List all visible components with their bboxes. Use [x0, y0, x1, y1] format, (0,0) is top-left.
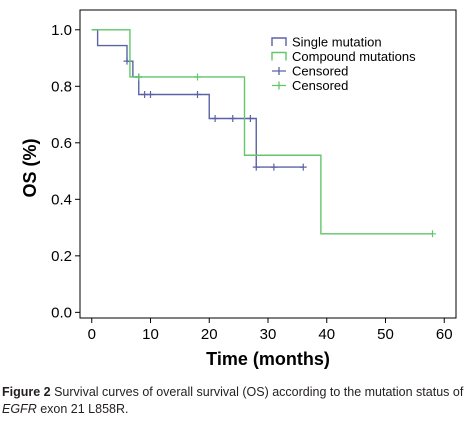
legend-label: Compound mutations: [292, 49, 416, 64]
y-tick-label: 0.4: [51, 191, 72, 208]
censored-mark: [229, 115, 237, 123]
legend-label: Censored: [292, 78, 348, 93]
y-tick-label: 0.8: [51, 78, 72, 95]
x-tick-label: 40: [318, 326, 335, 343]
y-tick-label: 0.2: [51, 248, 72, 265]
x-tick-label: 60: [436, 326, 453, 343]
survival-chart: 0.0 0.2 0.4 0.6 0.8 1.0 0 10 20 30 40 50 60 Single …: [20, 9, 457, 369]
legend-step-symbol: [271, 37, 287, 46]
legend-label: Censored: [292, 64, 348, 79]
legend-step-symbol: [271, 51, 287, 61]
series-compound-mutations: [91, 29, 436, 238]
censored-mark: [194, 90, 201, 98]
censored-mark: [270, 163, 278, 171]
survival-step-line: [91, 29, 433, 235]
y-tick-label: 1.0: [51, 22, 72, 39]
legend-item: Compound mutations: [271, 49, 416, 64]
figure-label: Figure 2: [2, 385, 51, 399]
censored-mark: [194, 73, 201, 81]
gene-name: EGFR: [2, 402, 37, 416]
y-axis: 0.0 0.2 0.4 0.6 0.8 1.0: [51, 22, 80, 321]
x-axis: 0 10 20 30 40 50 60: [88, 318, 453, 343]
censored-mark: [299, 163, 307, 171]
x-tick-label: 0: [88, 326, 96, 343]
legend-item: Censored: [272, 78, 348, 93]
series-layer: [91, 29, 436, 238]
caption-text-after: exon 21 L858R.: [36, 402, 129, 416]
legend-item: Single mutation: [271, 35, 382, 50]
x-tick-label: 50: [377, 326, 394, 343]
legend-item: Censored: [272, 64, 348, 79]
x-tick-label: 10: [142, 326, 159, 343]
series-single-mutation: [91, 29, 307, 171]
censored-mark: [211, 115, 219, 123]
censored-mark: [141, 90, 149, 98]
legend-plus-symbol: [272, 81, 286, 90]
legend-label: Single mutation: [292, 35, 382, 50]
censored-mark: [246, 115, 254, 123]
survival-step-line: [91, 29, 304, 168]
legend-plus-symbol: [272, 67, 286, 75]
censored-mark: [252, 163, 260, 171]
censored-mark: [429, 230, 436, 238]
censored-mark: [135, 73, 143, 81]
x-tick-label: 30: [260, 326, 277, 343]
x-axis-title: Time (months): [206, 349, 330, 369]
censored-mark: [147, 90, 154, 98]
y-tick-label: 0.6: [51, 135, 72, 152]
x-tick-label: 20: [201, 326, 218, 343]
y-axis-title: OS (%): [20, 138, 40, 197]
figure-caption: Figure 2 Survival curves of overall surv…: [2, 384, 472, 418]
caption-text-before: Survival curves of overall survival (OS)…: [50, 385, 464, 399]
y-tick-label: 0.0: [51, 304, 72, 321]
